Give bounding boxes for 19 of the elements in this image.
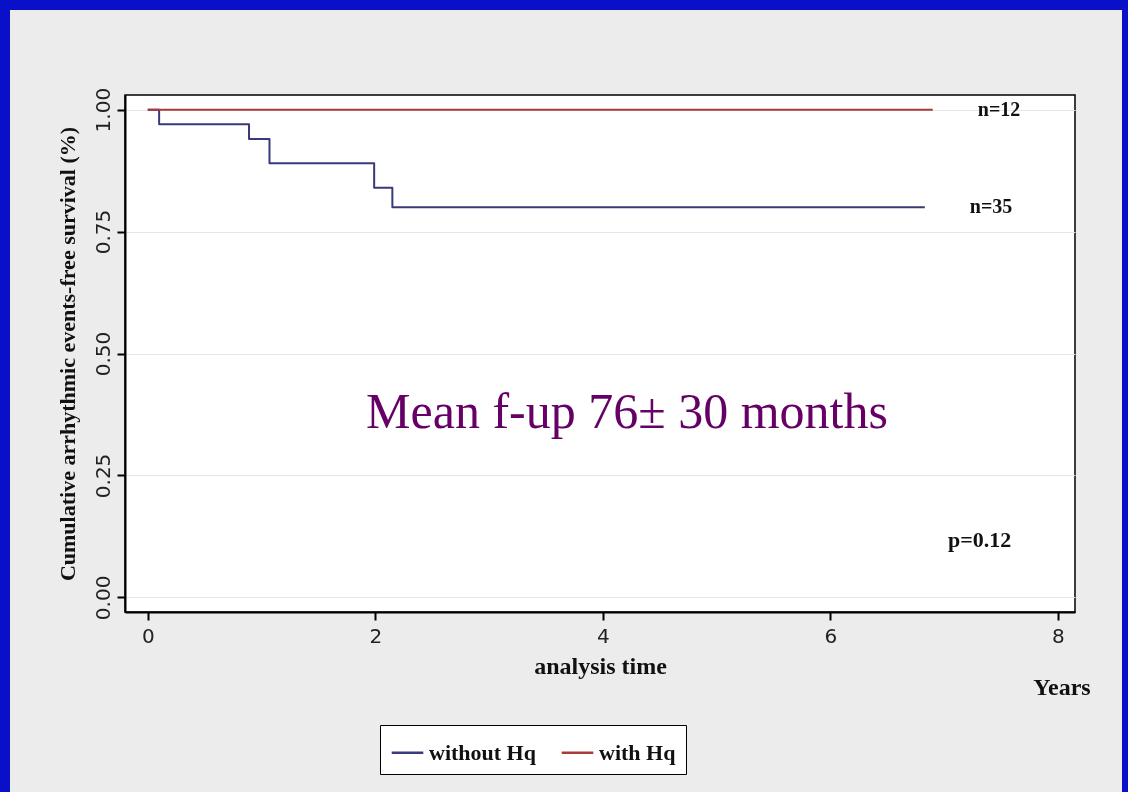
y-tick-label: 1.00 — [90, 87, 115, 133]
x-axis-title: analysis time — [534, 652, 668, 679]
y-tick-label: 0.50 — [90, 331, 115, 377]
x-tick-label: 4 — [596, 623, 610, 648]
annotation: n=12 — [977, 97, 1021, 120]
y-axis-title: Cumulative arrhythmic events-free survival (%) — [54, 126, 80, 582]
text: Years — [1033, 674, 1091, 700]
y-tick-label: 0.00 — [90, 575, 115, 621]
y-tick-label: 0.75 — [90, 209, 115, 255]
x-tick-label: 8 — [1052, 623, 1065, 648]
y-tick-label: 0.25 — [90, 453, 115, 499]
legend-label: with Hq — [599, 739, 677, 765]
legend-label: without Hq — [429, 739, 537, 765]
x-tick-label: 6 — [824, 623, 838, 648]
x-tick-label: 0 — [141, 623, 155, 648]
x-tick-label: 2 — [369, 623, 383, 648]
annotation: Mean f-up 76± 30 months — [366, 383, 888, 439]
annotation: p=0.12 — [948, 527, 1012, 552]
annotation: n=35 — [969, 195, 1013, 218]
